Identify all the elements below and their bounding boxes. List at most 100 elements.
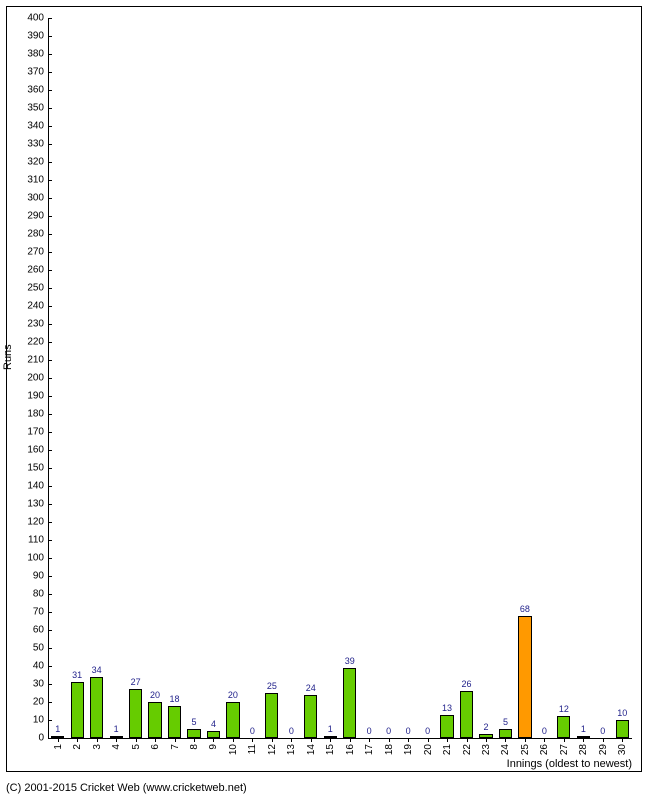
x-tick-mark — [272, 738, 273, 742]
x-tick-label: 29 — [598, 744, 609, 755]
y-tick-mark — [48, 540, 52, 541]
y-tick-mark — [48, 378, 52, 379]
y-tick-mark — [48, 450, 52, 451]
bar — [168, 706, 181, 738]
y-tick-label: 30 — [33, 679, 44, 690]
bar-value-label: 1 — [114, 724, 119, 734]
x-tick-mark — [525, 738, 526, 742]
bar — [207, 731, 220, 738]
x-tick-label: 3 — [92, 744, 103, 750]
y-tick-label: 190 — [27, 391, 44, 402]
bar-value-label: 0 — [367, 726, 372, 736]
bar — [187, 729, 200, 738]
x-tick-label: 26 — [539, 744, 550, 755]
bar — [324, 736, 337, 738]
x-tick-label: 2 — [72, 744, 83, 750]
y-tick-label: 350 — [27, 103, 44, 114]
x-tick-mark — [116, 738, 117, 742]
x-tick-label: 4 — [111, 744, 122, 750]
x-tick-label: 8 — [189, 744, 200, 750]
x-tick-label: 18 — [384, 744, 395, 755]
x-tick-label: 11 — [247, 744, 258, 754]
bar — [110, 736, 123, 738]
x-tick-mark — [467, 738, 468, 742]
y-tick-label: 80 — [33, 589, 44, 600]
bar-value-label: 5 — [503, 717, 508, 727]
x-tick-label: 1 — [53, 744, 64, 750]
y-tick-mark — [48, 270, 52, 271]
bar-value-label: 1 — [55, 724, 60, 734]
bar — [616, 720, 629, 738]
y-tick-label: 280 — [27, 229, 44, 240]
y-tick-mark — [48, 612, 52, 613]
y-tick-label: 360 — [27, 85, 44, 96]
y-tick-label: 240 — [27, 301, 44, 312]
x-tick-label: 16 — [345, 744, 356, 755]
x-tick-mark — [564, 738, 565, 742]
bar — [51, 736, 64, 738]
x-tick-mark — [213, 738, 214, 742]
x-tick-label: 17 — [364, 744, 375, 755]
y-tick-label: 40 — [33, 661, 44, 672]
bar-value-label: 27 — [131, 677, 141, 687]
y-tick-mark — [48, 594, 52, 595]
y-tick-mark — [48, 702, 52, 703]
bar — [71, 682, 84, 738]
y-tick-mark — [48, 630, 52, 631]
y-tick-mark — [48, 72, 52, 73]
x-tick-label: 6 — [150, 744, 161, 750]
y-tick-label: 220 — [27, 337, 44, 348]
y-tick-label: 400 — [27, 13, 44, 24]
bar — [518, 616, 531, 738]
x-tick-mark — [97, 738, 98, 742]
bar — [148, 702, 161, 738]
bar-value-label: 13 — [442, 703, 452, 713]
bar-value-label: 0 — [425, 726, 430, 736]
x-tick-label: 27 — [559, 744, 570, 755]
y-tick-label: 320 — [27, 157, 44, 168]
x-tick-mark — [408, 738, 409, 742]
y-tick-mark — [48, 234, 52, 235]
bar — [440, 715, 453, 738]
y-tick-label: 300 — [27, 193, 44, 204]
bar-value-label: 0 — [289, 726, 294, 736]
y-tick-label: 390 — [27, 31, 44, 42]
bar — [460, 691, 473, 738]
y-tick-label: 90 — [33, 571, 44, 582]
x-tick-label: 7 — [170, 744, 181, 750]
y-tick-label: 150 — [27, 463, 44, 474]
y-tick-mark — [48, 342, 52, 343]
y-tick-label: 290 — [27, 211, 44, 222]
y-tick-mark — [48, 162, 52, 163]
bar-value-label: 34 — [92, 665, 102, 675]
bar-value-label: 0 — [386, 726, 391, 736]
y-tick-label: 370 — [27, 67, 44, 78]
bar-value-label: 10 — [617, 708, 627, 718]
bar — [577, 736, 590, 738]
bar-value-label: 5 — [191, 717, 196, 727]
x-tick-mark — [311, 738, 312, 742]
y-tick-label: 10 — [33, 715, 44, 726]
x-tick-mark — [252, 738, 253, 742]
x-tick-mark — [233, 738, 234, 742]
y-tick-mark — [48, 666, 52, 667]
y-tick-mark — [48, 180, 52, 181]
bar-value-label: 20 — [228, 690, 238, 700]
bar — [479, 734, 492, 738]
y-tick-mark — [48, 54, 52, 55]
y-tick-label: 110 — [28, 535, 44, 546]
y-tick-label: 380 — [27, 49, 44, 60]
y-tick-mark — [48, 126, 52, 127]
y-tick-mark — [48, 252, 52, 253]
bar-value-label: 1 — [581, 724, 586, 734]
bar-value-label: 26 — [462, 679, 472, 689]
y-tick-label: 270 — [27, 247, 44, 258]
y-tick-mark — [48, 90, 52, 91]
y-tick-mark — [48, 198, 52, 199]
bar-value-label: 18 — [170, 694, 180, 704]
y-tick-mark — [48, 576, 52, 577]
y-tick-mark — [48, 144, 52, 145]
y-tick-label: 330 — [27, 139, 44, 150]
y-tick-label: 0 — [38, 733, 44, 744]
x-tick-label: 24 — [500, 744, 511, 755]
